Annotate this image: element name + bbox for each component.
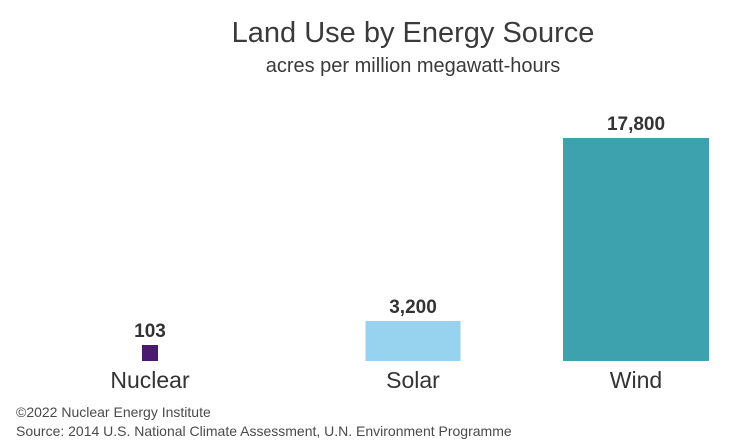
value-label-wind: 17,800	[607, 114, 665, 135]
plot-area: 103 Nuclear 3,200 Solar 17,800 Wind	[110, 114, 709, 393]
category-label-nuclear: Nuclear	[110, 367, 190, 393]
bar-wind	[563, 138, 709, 361]
bar-nuclear	[142, 345, 158, 361]
source-note: Source: 2014 U.S. National Climate Asses…	[16, 423, 512, 439]
chart-title: Land Use by Energy Source	[231, 17, 595, 49]
chart-subtitle: acres per million megawatt-hours	[265, 55, 561, 77]
category-label-solar: Solar	[386, 367, 440, 393]
value-label-nuclear: 103	[134, 321, 166, 342]
category-label-wind: Wind	[610, 367, 662, 393]
copyright-note: ©2022 Nuclear Energy Institute	[16, 404, 211, 420]
bar-solar	[365, 320, 461, 361]
value-label-solar: 3,200	[389, 297, 437, 318]
